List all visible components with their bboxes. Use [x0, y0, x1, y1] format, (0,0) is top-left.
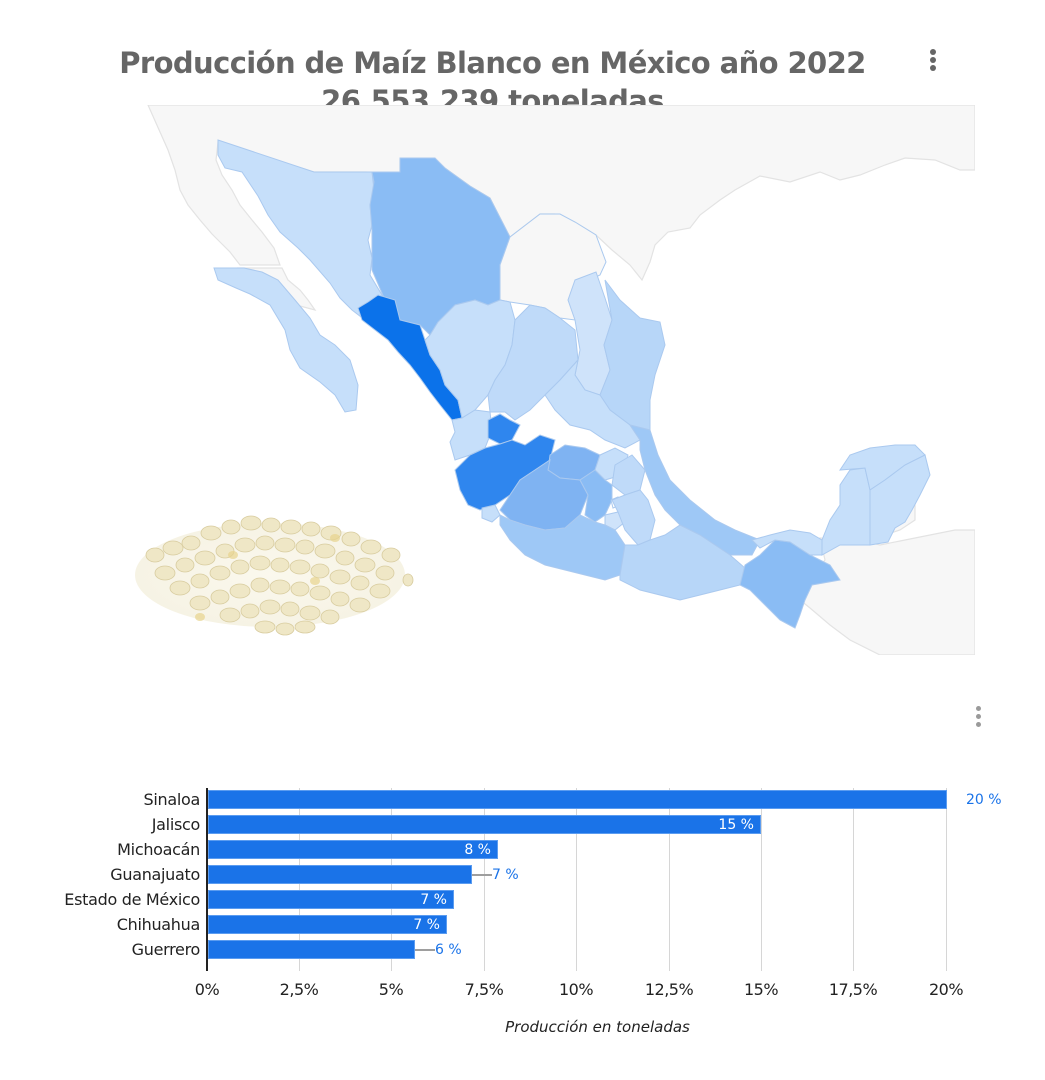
chart-title: Producción de Maíz Blanco en México año …	[0, 44, 1045, 120]
bar-chart-menu-kebab-icon[interactable]	[971, 705, 985, 731]
x-tick: 20%	[928, 980, 964, 999]
gridline	[853, 788, 854, 971]
state-baja-california-sur	[213, 267, 359, 413]
category-label: Sinaloa	[143, 790, 201, 809]
gridline	[576, 788, 577, 971]
value-label: 20 %	[966, 792, 1002, 808]
category-label: Chihuahua	[116, 915, 201, 934]
state-quintana-roo	[869, 454, 931, 546]
title-line-1: Producción de Maíz Blanco en México año …	[119, 46, 866, 80]
x-axis-label: Producción en toneladas	[505, 1018, 690, 1036]
x-tick: 10%	[558, 980, 594, 999]
mexico-states	[213, 139, 931, 629]
state-aguascalientes	[487, 413, 521, 445]
bar-guanajuato[interactable]	[208, 865, 472, 884]
x-tick: 17,5%	[828, 980, 878, 999]
bar-row-sinaloa: Sinaloa 20 %	[0, 790, 1045, 810]
gridline	[946, 788, 947, 971]
bar-jalisco[interactable]: 15 %	[208, 815, 761, 834]
bar-michoacan[interactable]: 8 %	[208, 840, 498, 859]
leader-line	[472, 874, 492, 876]
value-label: 6 %	[435, 942, 462, 958]
state-sinaloa	[357, 294, 463, 421]
bar-chihuahua[interactable]: 7 %	[208, 915, 447, 934]
x-tick: 0%	[194, 980, 220, 999]
bar-row-chihuahua: Chihuahua 7 %	[0, 915, 1045, 935]
leader-line	[415, 949, 435, 951]
value-label: 7 %	[492, 867, 519, 883]
y-axis-line	[206, 788, 208, 971]
category-label: Michoacán	[117, 840, 200, 859]
value-label: 7 %	[413, 917, 440, 933]
bar-estado-de-mexico[interactable]: 7 %	[208, 890, 454, 909]
category-label: Guanajuato	[110, 865, 200, 884]
value-label: 15 %	[718, 817, 754, 833]
bar-row-michoacan: Michoacán 8 %	[0, 840, 1045, 860]
gridline	[484, 788, 485, 971]
bar-sinaloa[interactable]	[208, 790, 947, 809]
value-label: 8 %	[464, 842, 491, 858]
x-tick: 2,5%	[279, 980, 319, 999]
category-label: Estado de México	[64, 890, 200, 909]
x-tick: 15%	[743, 980, 779, 999]
category-label: Guerrero	[131, 940, 201, 959]
gridline	[669, 788, 670, 971]
x-tick: 12,5%	[644, 980, 694, 999]
state-campeche	[821, 467, 871, 556]
x-tick: 7,5%	[464, 980, 504, 999]
white-corn-image	[125, 503, 415, 643]
state-colima	[481, 504, 501, 523]
map-menu-kebab-icon[interactable]	[926, 48, 940, 74]
bar-row-jalisco: Jalisco 15 %	[0, 815, 1045, 835]
bar-chart: Sinaloa 20 % Jalisco 15 % Michoacán 8 % …	[0, 780, 1045, 1050]
gridline	[761, 788, 762, 971]
state-estado-de-mexico	[579, 469, 613, 523]
x-tick: 5%	[378, 980, 404, 999]
state-zacatecas	[487, 304, 579, 421]
bar-row-guanajuato: Guanajuato 7 %	[0, 865, 1045, 885]
bar-row-estado-de-mexico: Estado de México 7 %	[0, 890, 1045, 910]
category-label: Jalisco	[151, 815, 201, 834]
mexico-geochart[interactable]	[103, 105, 975, 655]
bar-guerrero[interactable]	[208, 940, 415, 959]
value-label: 7 %	[420, 892, 447, 908]
state-tamaulipas	[599, 279, 666, 431]
bar-row-guerrero: Guerrero 6 %	[0, 940, 1045, 960]
